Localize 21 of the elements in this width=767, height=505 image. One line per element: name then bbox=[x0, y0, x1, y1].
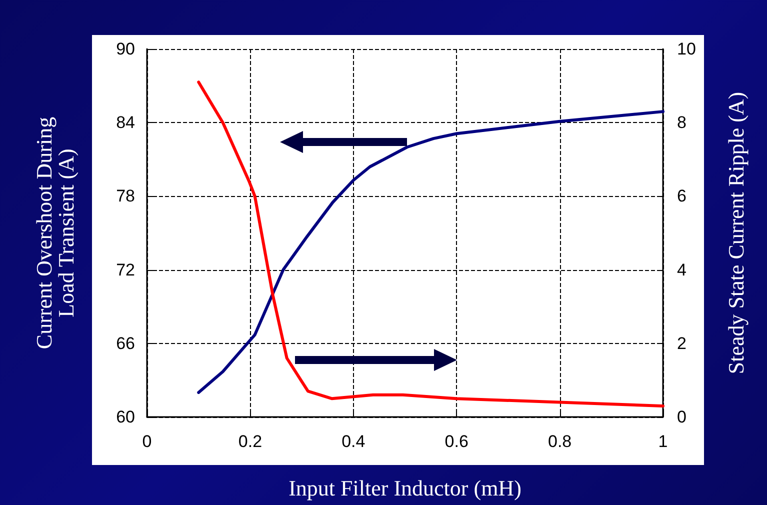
y-tick-label: 72 bbox=[116, 260, 135, 280]
y-tick-label: 78 bbox=[116, 186, 135, 206]
y-axis-title: Current Overshoot During Load Transient (A) bbox=[32, 116, 78, 350]
y-tick-label: 66 bbox=[116, 334, 135, 353]
x-tick-label: 0.6 bbox=[444, 432, 468, 451]
x-tick-label: 0.2 bbox=[238, 432, 262, 451]
x-tick-label: 0.8 bbox=[548, 432, 572, 451]
y-tick-label: 90 bbox=[116, 40, 135, 58]
y2-tick-label: 6 bbox=[677, 186, 686, 206]
y2-tick-label: 4 bbox=[677, 260, 686, 280]
x-tick-label: 0.4 bbox=[342, 432, 366, 451]
y2-tick-label: 2 bbox=[677, 334, 686, 353]
x-tick-label: 0 bbox=[142, 432, 152, 451]
y-tick-label: 60 bbox=[116, 408, 135, 426]
y-tick-label: 84 bbox=[116, 113, 135, 132]
x-axis-title: Input Filter Inductor (mH) bbox=[288, 476, 522, 500]
y2-tick-label: 8 bbox=[677, 113, 686, 132]
y2-tick-label: 10 bbox=[677, 40, 696, 58]
x-tick-label: 1 bbox=[658, 432, 668, 451]
y2-axis-title: Steady State Current Ripple (A) bbox=[724, 92, 748, 374]
y2-tick-label: 0 bbox=[677, 408, 686, 426]
